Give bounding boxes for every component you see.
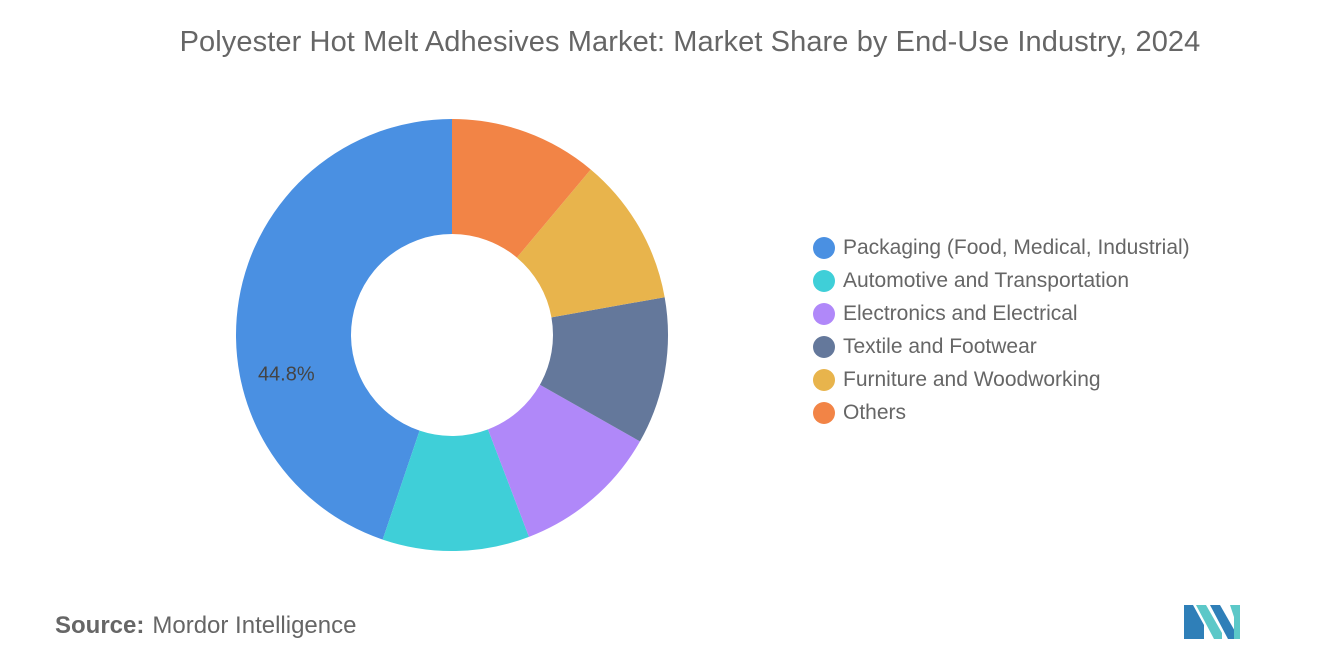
legend-item-2: Automotive and Transportation: [813, 264, 1190, 297]
legend-label-4: Textile and Footwear: [843, 334, 1037, 358]
source-value: Mordor Intelligence: [152, 612, 357, 639]
legend-item-4: Textile and Footwear: [813, 330, 1190, 363]
chart-title: Polyester Hot Melt Adhesives Market: Mar…: [179, 26, 1201, 58]
data-label-1: 44.8%: [258, 363, 315, 385]
legend-swatch-2: [813, 269, 835, 292]
source-label: Source:: [55, 612, 145, 639]
donut-slice-4: [539, 297, 668, 442]
legend-item-6: Others: [813, 396, 1190, 429]
chart-data-labels: 44.8%: [258, 363, 315, 385]
legend-swatch-3: [813, 302, 835, 325]
donut-slice-6: [452, 119, 591, 258]
legend-label-3: Electronics and Electrical: [843, 301, 1078, 325]
donut-slice-1: [236, 119, 452, 540]
donut-slice-5: [516, 169, 665, 318]
donut-slice-2: [382, 429, 529, 551]
legend-item-1: Packaging (Food, Medical, Industrial): [813, 231, 1190, 264]
donut-slice-3: [487, 384, 640, 537]
legend-swatch-1: [813, 236, 835, 259]
legend-swatch-6: [813, 401, 835, 424]
legend-label-1: Packaging (Food, Medical, Industrial): [843, 235, 1190, 259]
legend-swatch-5: [813, 368, 835, 391]
source-line: Source: Mordor Intelligence: [55, 612, 356, 640]
legend-label-6: Others: [843, 400, 907, 424]
legend-swatch-4: [813, 335, 835, 358]
mordor-intelligence-logo-icon: [1184, 605, 1240, 639]
legend-item-3: Electronics and Electrical: [813, 297, 1190, 330]
legend-label-2: Automotive and Transportation: [843, 268, 1130, 292]
legend-item-5: Furniture and Woodworking: [813, 363, 1190, 396]
legend-label-5: Furniture and Woodworking: [843, 367, 1101, 391]
chart-slices: [236, 119, 668, 551]
chart-legend: Packaging (Food, Medical, Industrial) Aut…: [813, 231, 1190, 429]
